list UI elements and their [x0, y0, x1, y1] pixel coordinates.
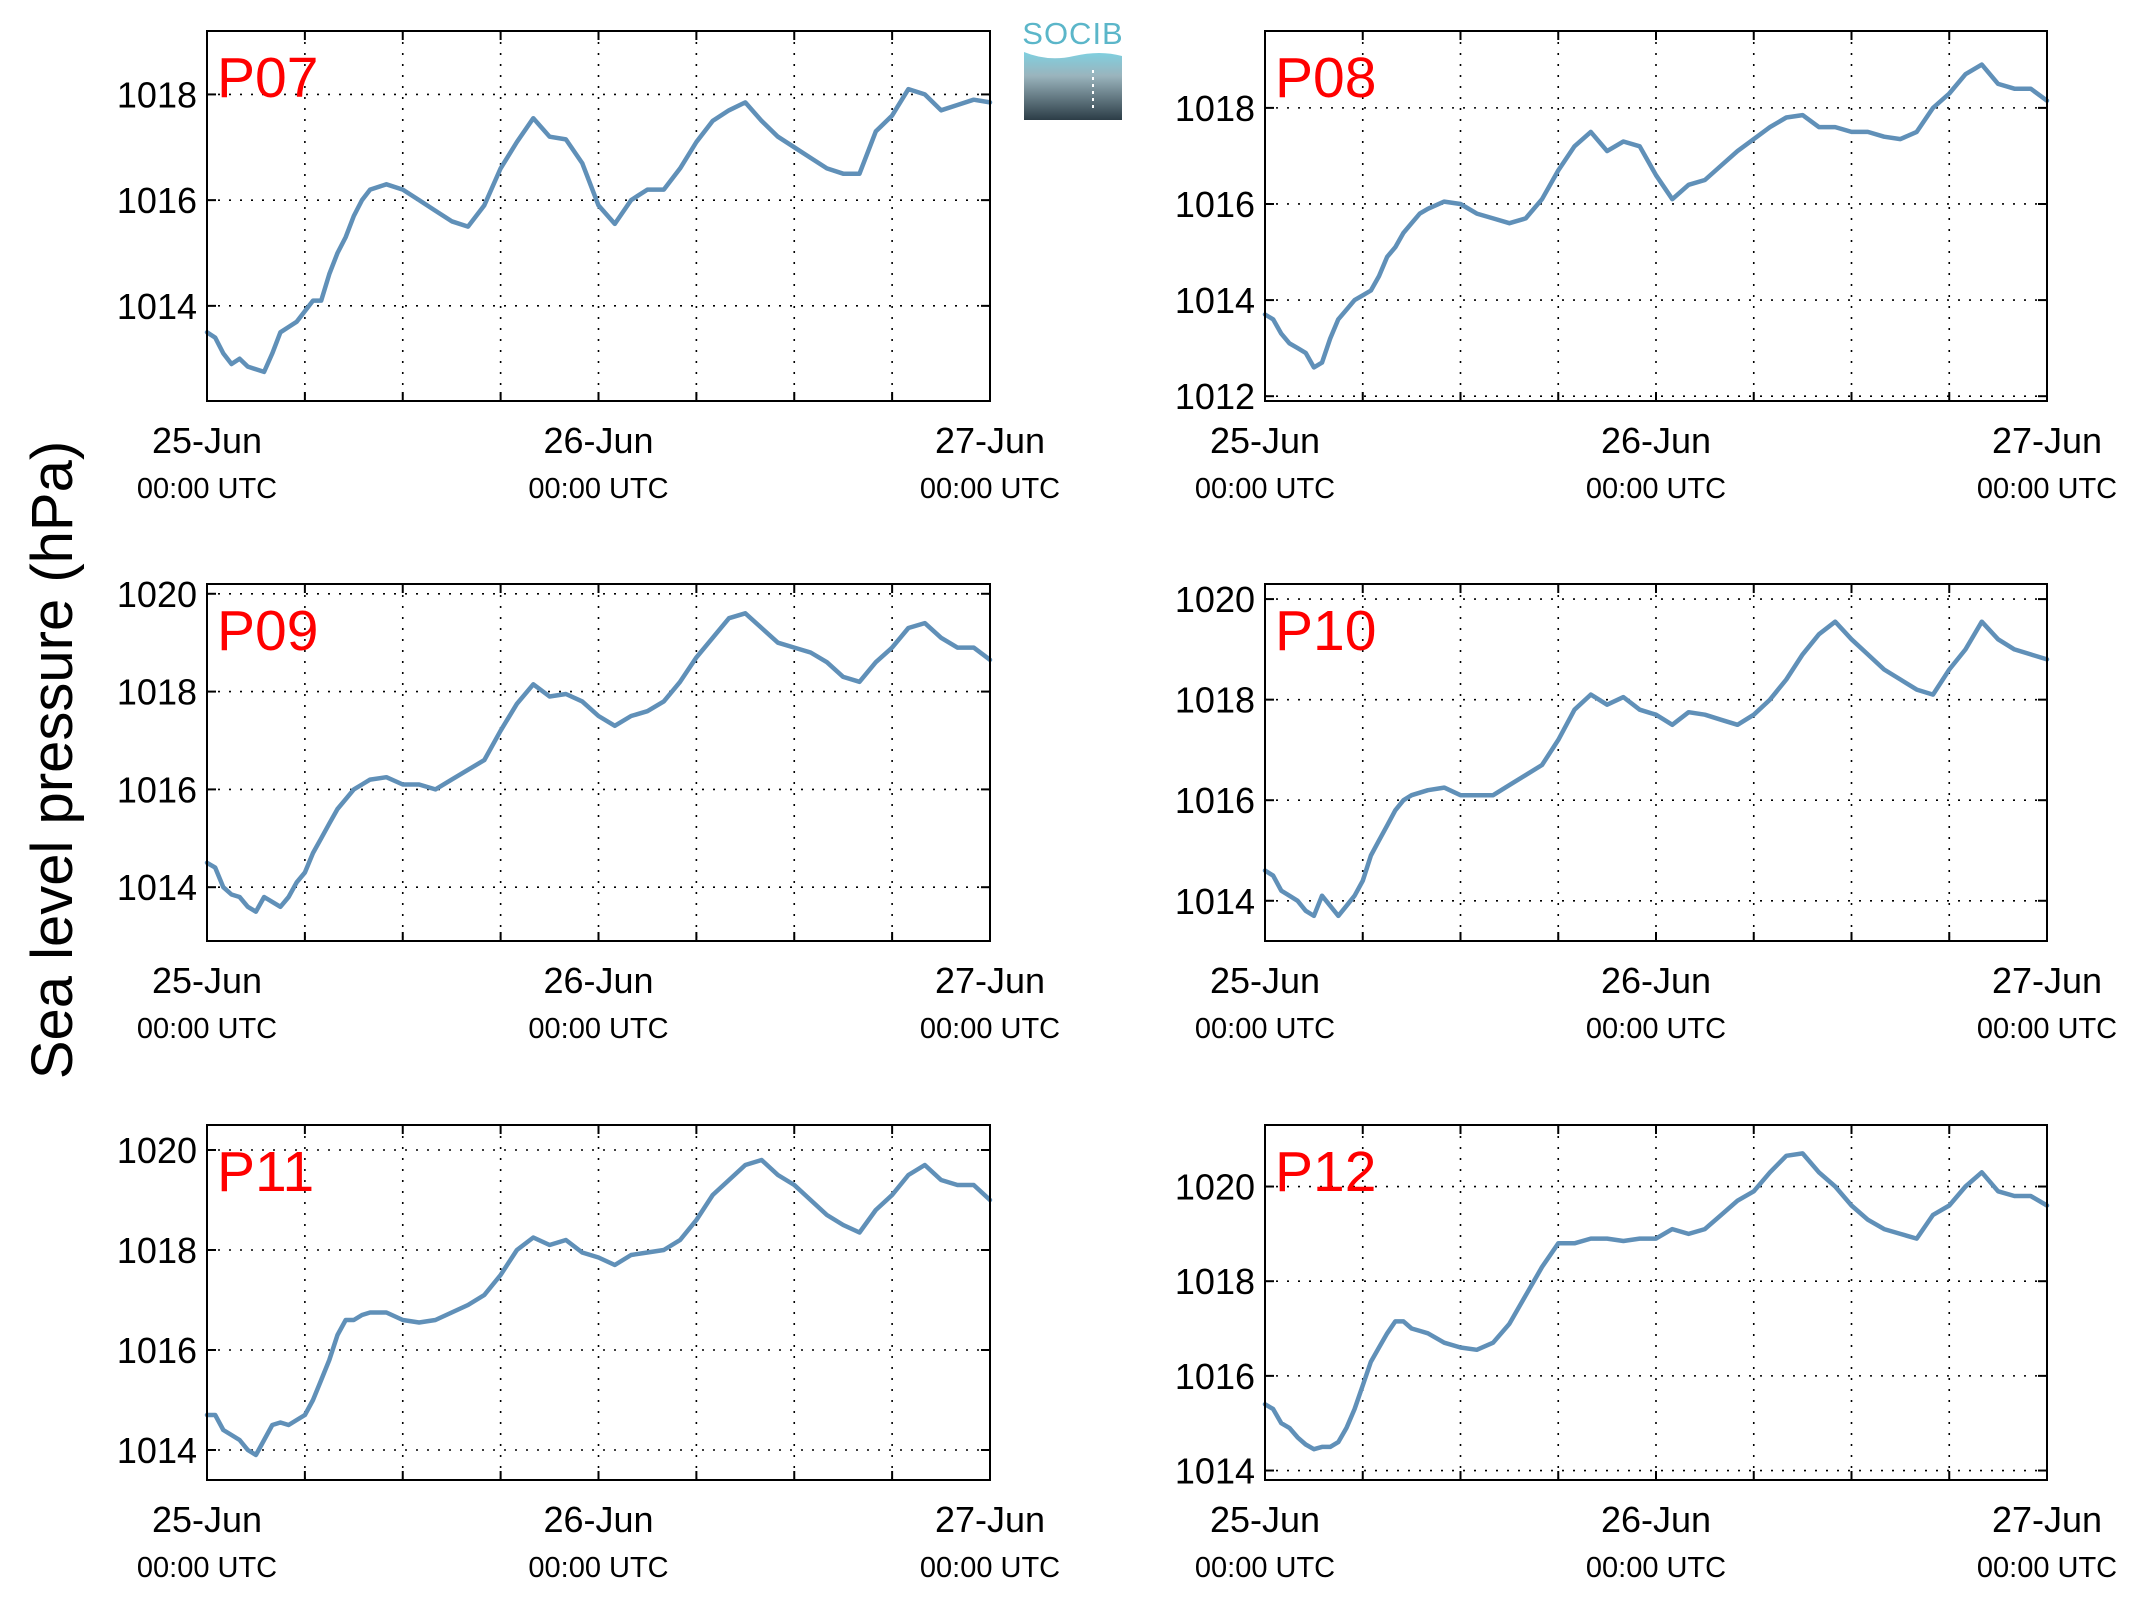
chart-p08-ytick-label: 1016	[1175, 184, 1255, 225]
logo-wave-shape	[1024, 52, 1122, 120]
chart-p10-ytick-label: 1020	[1175, 579, 1255, 620]
chart-p07-ytick-label: 1014	[117, 286, 197, 327]
chart-p10-xtick-sublabel: 00:00 UTC	[1195, 1013, 1335, 1045]
chart-p12: 1014 1016 1018 1020 25-Jun 00:00 UTC 26-Jun 00:…	[1175, 1124, 2117, 1584]
chart-p10-ytick-label: 1018	[1175, 680, 1255, 721]
chart-p08-ytick-label: 1012	[1175, 376, 1255, 417]
chart-p12-xtick-label: 25-Jun	[1210, 1499, 1320, 1540]
chart-p08-ytick-label: 1014	[1175, 280, 1255, 321]
chart-p10-xtick-sublabel: 00:00 UTC	[1977, 1013, 2117, 1045]
chart-p08-xtick-sublabel: 00:00 UTC	[1977, 473, 2117, 505]
chart-p11-ytick-label: 1018	[117, 1230, 197, 1271]
chart-p12-xtick-sublabel: 00:00 UTC	[1195, 1552, 1335, 1584]
socib-logo: SOCIB	[1022, 16, 1123, 120]
chart-p11-series-line	[204, 1157, 993, 1458]
chart-p07: 1014 1016 1018 25-Jun 00:00 UTC 26-Jun 00:00 U…	[117, 30, 1060, 505]
chart-p08-xtick-label: 27-Jun	[1992, 420, 2102, 461]
chart-p11-ytick-label: 1020	[117, 1130, 197, 1171]
chart-p10-xtick-label: 26-Jun	[1601, 960, 1711, 1001]
y-axis-label: Sea level pressure (hPa)	[20, 441, 85, 1079]
chart-p08-ytick-label: 1018	[1175, 88, 1255, 129]
chart-p12-ytick-label: 1018	[1175, 1261, 1255, 1302]
chart-p12-xtick-label: 27-Jun	[1992, 1499, 2102, 1540]
chart-p12-ytick-label: 1014	[1175, 1451, 1255, 1492]
chart-p11-xtick-label: 26-Jun	[543, 1499, 653, 1540]
chart-p09-xtick-sublabel: 00:00 UTC	[920, 1013, 1060, 1045]
chart-p09-ytick-label: 1018	[117, 672, 197, 713]
chart-p09-ytick-label: 1020	[117, 574, 197, 615]
chart-p07-xtick-sublabel: 00:00 UTC	[920, 473, 1060, 505]
chart-p12-xtick-sublabel: 00:00 UTC	[1977, 1552, 2117, 1584]
chart-p09-xtick-sublabel: 00:00 UTC	[528, 1013, 668, 1045]
chart-p11: 1014 1016 1018 1020 25-Jun 00:00 UTC 26-Jun 00:…	[117, 1124, 1060, 1584]
chart-p08: 1012 1014 1016 1018 25-Jun 00:00 UTC 26-Jun 00:…	[1175, 30, 2117, 505]
chart-p09-ytick-label: 1014	[117, 867, 197, 908]
chart-p11-panel-label: P11	[217, 1140, 314, 1204]
chart-p10-series-line	[1262, 619, 2050, 919]
chart-p09-xtick-label: 27-Jun	[935, 960, 1045, 1001]
chart-p12-xtick-label: 26-Jun	[1601, 1499, 1711, 1540]
chart-p07-panel-label: P07	[217, 46, 318, 110]
chart-p09-xtick-label: 25-Jun	[152, 960, 262, 1001]
chart-p11-xtick-sublabel: 00:00 UTC	[528, 1552, 668, 1584]
chart-p12-panel-label: P12	[1275, 1140, 1376, 1204]
chart-p10-panel-label: P10	[1275, 599, 1376, 663]
chart-p10-ytick-label: 1016	[1175, 780, 1255, 821]
chart-p08-series-line	[1262, 62, 2050, 370]
chart-p08-panel-label: P08	[1275, 46, 1376, 110]
chart-p12-series-line	[1262, 1151, 2050, 1452]
chart-p10: 1014 1016 1018 1020 25-Jun 00:00 UTC 26-Jun 00:…	[1175, 579, 2117, 1045]
chart-p12-ytick-label: 1016	[1175, 1356, 1255, 1397]
chart-p12-ytick-label: 1020	[1175, 1167, 1255, 1208]
chart-p08-xtick-sublabel: 00:00 UTC	[1586, 473, 1726, 505]
chart-p10-ytick-label: 1014	[1175, 881, 1255, 922]
chart-p11-xtick-label: 27-Jun	[935, 1499, 1045, 1540]
logo-text: SOCIB	[1022, 16, 1123, 51]
chart-p07-xtick-label: 25-Jun	[152, 420, 262, 461]
chart-panels: 1014 1016 1018 25-Jun 00:00 UTC 26-Jun 00:00 U…	[117, 30, 2117, 1584]
chart-p08-xtick-label: 25-Jun	[1210, 420, 1320, 461]
chart-p07-xtick-label: 26-Jun	[543, 420, 653, 461]
chart-p07-xtick-sublabel: 00:00 UTC	[137, 473, 277, 505]
chart-p07-ytick-label: 1016	[117, 180, 197, 221]
chart-p08-xtick-label: 26-Jun	[1601, 420, 1711, 461]
chart-p08-xtick-sublabel: 00:00 UTC	[1195, 473, 1335, 505]
chart-p07-xtick-sublabel: 00:00 UTC	[528, 473, 668, 505]
chart-p09-ytick-label: 1016	[117, 769, 197, 810]
chart-p07-xtick-label: 27-Jun	[935, 420, 1045, 461]
chart-p07-series-line	[204, 86, 993, 375]
chart-p09-xtick-sublabel: 00:00 UTC	[137, 1013, 277, 1045]
chart-p11-ytick-label: 1014	[117, 1430, 197, 1471]
chart-p09: 1014 1016 1018 1020 25-Jun 00:00 UTC 26-Jun 00:…	[117, 574, 1060, 1045]
chart-p07-ytick-label: 1018	[117, 74, 197, 115]
chart-p12-xtick-sublabel: 00:00 UTC	[1586, 1552, 1726, 1584]
chart-p10-xtick-sublabel: 00:00 UTC	[1586, 1013, 1726, 1045]
chart-p11-ytick-label: 1016	[117, 1330, 197, 1371]
chart-p11-xtick-label: 25-Jun	[152, 1499, 262, 1540]
chart-p10-xtick-label: 25-Jun	[1210, 960, 1320, 1001]
chart-p10-xtick-label: 27-Jun	[1992, 960, 2102, 1001]
chart-p11-xtick-sublabel: 00:00 UTC	[920, 1552, 1060, 1584]
chart-p11-xtick-sublabel: 00:00 UTC	[137, 1552, 277, 1584]
chart-p09-series-line	[204, 611, 993, 914]
chart-p09-panel-label: P09	[217, 599, 318, 663]
chart-p09-xtick-label: 26-Jun	[543, 960, 653, 1001]
